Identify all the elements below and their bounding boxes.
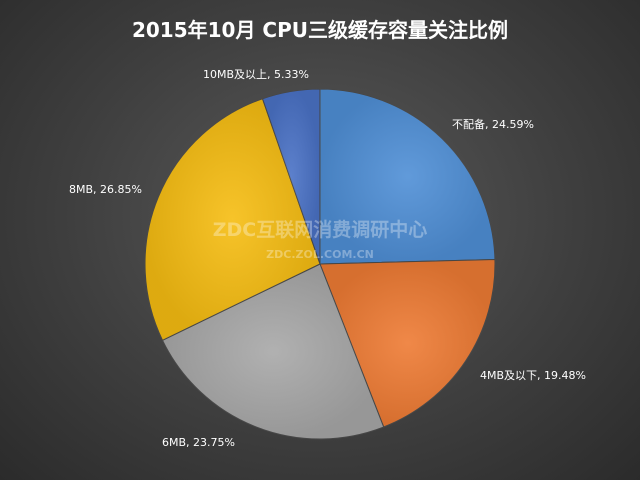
slice-6mb-label: 6MB, 23.75% (162, 436, 235, 449)
slice-none-label: 不配备, 24.59% (452, 117, 534, 131)
slice-8mb-label: 8MB, 26.85% (69, 183, 142, 196)
chart-title: 2015年10月 CPU三级缓存容量关注比例 (131, 18, 509, 42)
slice-4mb-or-less-shading (320, 259, 495, 427)
watermark-url: ZDC.ZOL.COM.CN (266, 248, 374, 261)
slice-4mb-or-less-label: 4MB及以下, 19.48% (480, 369, 586, 382)
watermark-title: ZDC互联网消费调研中心 (213, 218, 428, 241)
slice-10mb-or-more-label: 10MB及以上, 5.33% (203, 68, 309, 81)
slice-6mb-shading (162, 264, 384, 439)
slice-none-shading (320, 89, 495, 264)
slice-8mb-shading (144, 98, 320, 341)
slice-10mb-or-more-shading (262, 89, 320, 264)
